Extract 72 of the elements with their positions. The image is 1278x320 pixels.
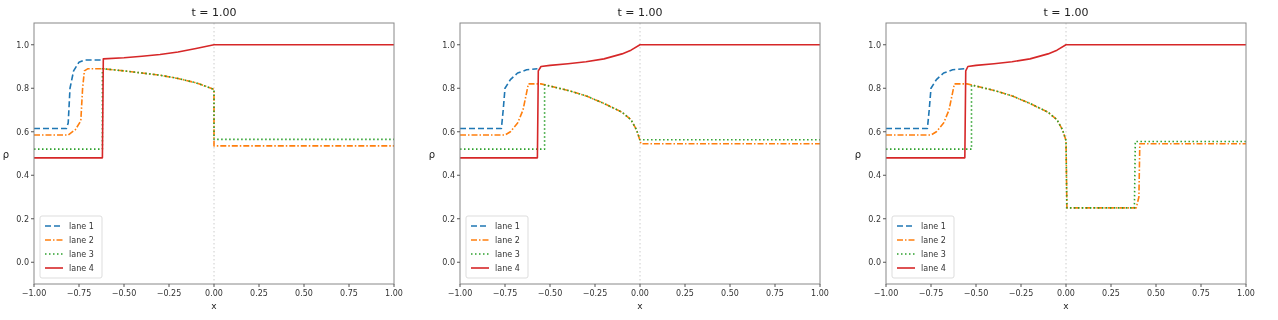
y-tick-label: 0.4 xyxy=(868,171,881,181)
legend-label: lane 1 xyxy=(921,222,946,231)
y-tick-label: 0.0 xyxy=(868,258,881,268)
x-tick-label: 0.50 xyxy=(721,289,739,298)
legend-label: lane 3 xyxy=(69,250,94,259)
y-tick-label: 0.2 xyxy=(442,214,455,224)
x-tick-label: 1.00 xyxy=(385,289,403,298)
x-tick-label: 0.25 xyxy=(250,289,268,298)
line-series xyxy=(885,43,1247,159)
line-series xyxy=(885,67,966,130)
x-tick-label: 1.00 xyxy=(1237,289,1255,298)
x-tick-label: −0.50 xyxy=(111,289,137,298)
x-tick-label: 0.25 xyxy=(1102,289,1120,298)
y-tick-label: 0.6 xyxy=(16,127,29,137)
x-tick-label: −0.75 xyxy=(66,289,92,298)
line-series xyxy=(459,67,539,130)
y-tick-label: 0.8 xyxy=(868,84,881,94)
y-axis-title: ρ xyxy=(428,148,436,160)
legend-label: lane 4 xyxy=(69,264,94,273)
x-tick-label: −1.00 xyxy=(21,289,47,298)
x-tick-label: 0.00 xyxy=(631,289,649,298)
x-tick-label: −0.25 xyxy=(1008,289,1034,298)
y-tick-label: 1.0 xyxy=(868,40,881,50)
x-tick-label: −0.25 xyxy=(582,289,608,298)
x-tick-label: 0.00 xyxy=(1057,289,1075,298)
x-tick-label: 1.00 xyxy=(811,289,829,298)
chart-title: t = 1.00 xyxy=(1043,6,1089,19)
y-tick-label: 1.0 xyxy=(16,40,29,50)
x-tick-label: −1.00 xyxy=(873,289,899,298)
y-tick-label: 0.2 xyxy=(868,214,881,224)
chart-title: t = 1.00 xyxy=(191,6,237,19)
y-tick-label: 0.0 xyxy=(442,258,455,268)
legend-label: lane 3 xyxy=(495,250,520,259)
x-tick-label: 0.75 xyxy=(340,289,358,298)
x-axis-title: x xyxy=(211,301,218,311)
x-tick-label: 0.75 xyxy=(1192,289,1210,298)
legend-label: lane 2 xyxy=(921,236,946,245)
line-series xyxy=(459,43,821,159)
y-tick-label: 0.0 xyxy=(16,258,29,268)
legend-label: lane 2 xyxy=(495,236,520,245)
x-tick-label: 0.75 xyxy=(766,289,784,298)
legend-label: lane 2 xyxy=(69,236,94,245)
x-tick-label: −0.25 xyxy=(156,289,182,298)
x-tick-label: −0.75 xyxy=(918,289,944,298)
y-tick-label: 0.6 xyxy=(442,127,455,137)
legend-label: lane 4 xyxy=(495,264,520,273)
y-tick-label: 0.8 xyxy=(16,84,29,94)
x-tick-label: 0.50 xyxy=(1147,289,1165,298)
line-series xyxy=(33,59,104,130)
x-tick-label: 0.50 xyxy=(295,289,313,298)
x-axis-title: x xyxy=(1063,301,1070,311)
x-tick-label: −0.50 xyxy=(963,289,989,298)
chart-title: t = 1.00 xyxy=(617,6,663,19)
legend-label: lane 4 xyxy=(921,264,946,273)
y-tick-label: 0.4 xyxy=(442,171,455,181)
x-tick-label: 0.00 xyxy=(205,289,223,298)
x-tick-label: −1.00 xyxy=(447,289,473,298)
legend-label: lane 1 xyxy=(495,222,520,231)
y-tick-label: 0.8 xyxy=(442,84,455,94)
line-series xyxy=(33,43,395,159)
x-tick-label: −0.75 xyxy=(492,289,518,298)
y-tick-label: 0.2 xyxy=(16,214,29,224)
x-tick-label: 0.25 xyxy=(676,289,694,298)
y-tick-label: 0.6 xyxy=(868,127,881,137)
x-axis-title: x xyxy=(637,301,644,311)
legend-label: lane 3 xyxy=(921,250,946,259)
y-tick-label: 1.0 xyxy=(442,40,455,50)
y-axis-title: ρ xyxy=(2,148,10,160)
y-tick-label: 0.4 xyxy=(16,171,29,181)
y-axis-title: ρ xyxy=(854,148,862,160)
legend-label: lane 1 xyxy=(69,222,94,231)
x-tick-label: −0.50 xyxy=(537,289,563,298)
